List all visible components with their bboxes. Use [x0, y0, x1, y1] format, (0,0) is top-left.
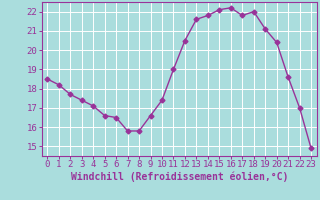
X-axis label: Windchill (Refroidissement éolien,°C): Windchill (Refroidissement éolien,°C) [70, 172, 288, 182]
